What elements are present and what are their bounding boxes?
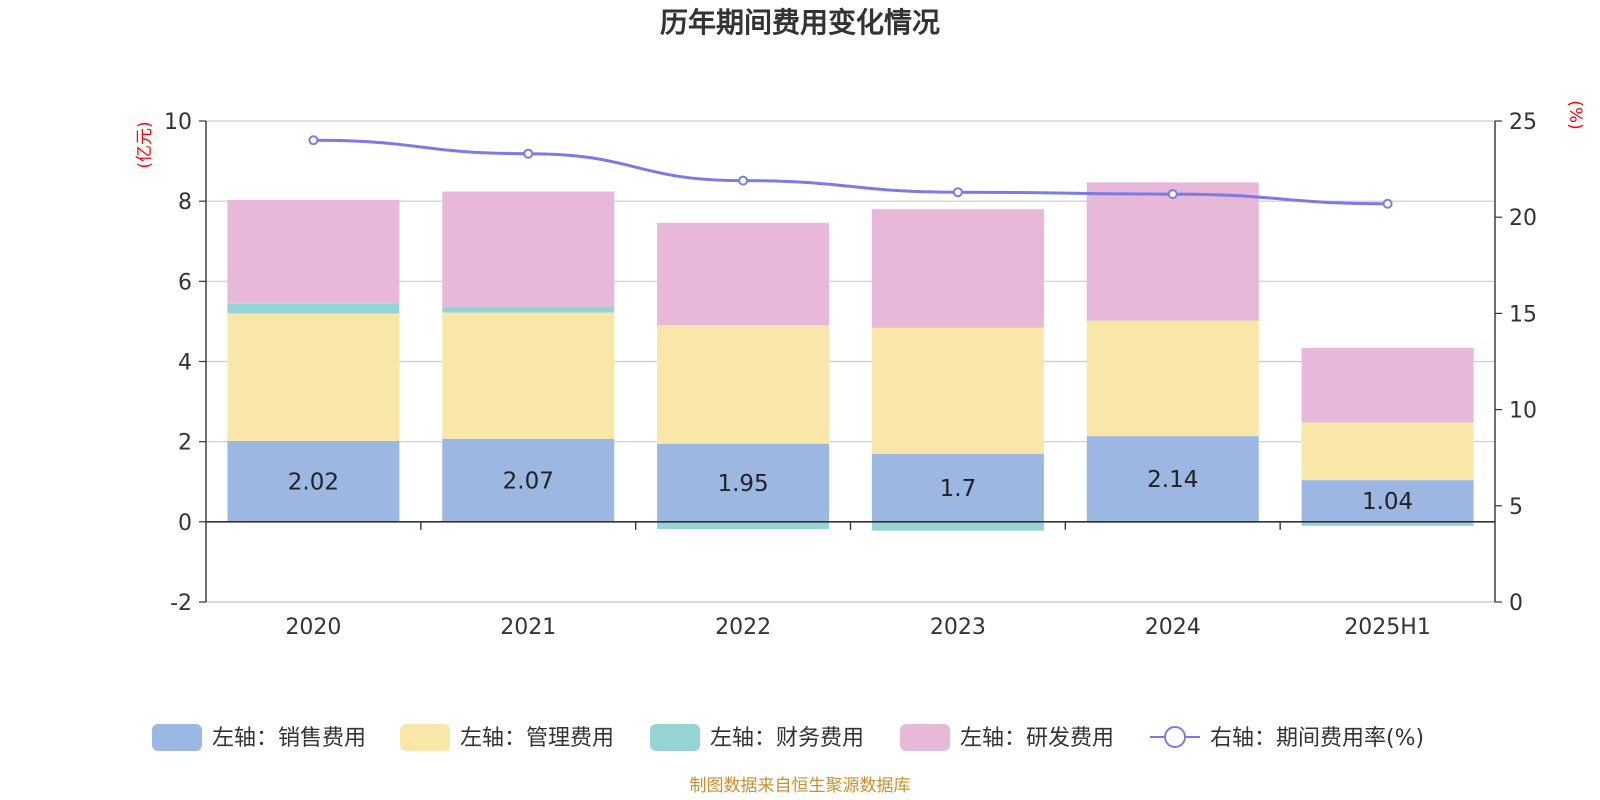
bar-segment (657, 443, 830, 522)
legend-item[interactable]: 左轴：销售费用 (152, 724, 366, 751)
rate-point (1167, 189, 1178, 200)
bar-segment (1301, 347, 1474, 423)
bar-segment (657, 325, 830, 444)
legend-swatch (650, 724, 700, 751)
legend-item[interactable]: 左轴：研发费用 (900, 724, 1114, 751)
bar-data-label: 2.14 (1147, 467, 1198, 493)
left-tick-label: 10 (164, 110, 192, 135)
rate-point (738, 175, 749, 186)
bar-segment (227, 313, 400, 441)
legend-item[interactable]: 左轴：财务费用 (650, 724, 864, 751)
rate-line-series (308, 135, 1393, 209)
rate-point (1382, 198, 1393, 209)
bar-segment (871, 453, 1044, 522)
bar-segment (1301, 480, 1474, 522)
bar-segment (227, 303, 400, 314)
legend-swatch (152, 724, 202, 751)
x-tick-label: 2021 (500, 615, 556, 640)
rate-point (523, 148, 534, 159)
bar-segment (657, 521, 830, 530)
bar-segment (1086, 320, 1259, 437)
legend-label: 左轴：研发费用 (960, 726, 1114, 751)
left-axis-unit: (亿元) (135, 121, 155, 168)
bar-stacks (227, 182, 1474, 531)
bar-segment (1301, 521, 1474, 526)
legend-swatch (900, 724, 950, 751)
bar-data-label: 1.04 (1362, 489, 1413, 515)
grid-lines (206, 120, 1495, 603)
bar-data-label: 1.7 (940, 476, 977, 502)
right-tick-label: 0 (1509, 591, 1523, 616)
x-tick-label: 2022 (715, 615, 771, 640)
bar-segment (657, 222, 830, 326)
bar-segment (871, 209, 1044, 328)
legend-circle-icon (1164, 726, 1186, 748)
legend-label: 左轴：销售费用 (212, 726, 366, 751)
data-labels: 2.02 2.07 1.95 1.7 2.14 1.04 (288, 467, 1413, 515)
legend-swatch (400, 724, 450, 751)
rate-line (313, 138, 1388, 206)
bar-segment (442, 438, 615, 522)
chart-title: 历年期间费用变化情况 (660, 6, 940, 39)
bar-segment (442, 306, 615, 313)
left-tick-label: 0 (178, 511, 192, 536)
legend-item[interactable]: 右轴：期间费用率(%) (1150, 726, 1424, 751)
bar-segment (227, 440, 400, 522)
source-note: 制图数据来自恒生聚源数据库 (690, 776, 911, 796)
rate-point (952, 187, 963, 198)
left-tick-label: 4 (178, 351, 192, 376)
bar-data-label: 2.07 (503, 468, 554, 494)
bar-segment (442, 191, 615, 307)
x-tick-label: 2023 (930, 615, 986, 640)
right-tick-label: 20 (1509, 206, 1537, 231)
right-tick-label: 25 (1509, 110, 1537, 135)
legend-item[interactable]: 左轴：管理费用 (400, 724, 614, 751)
legend-label: 左轴：管理费用 (460, 726, 614, 751)
bar-data-label: 1.95 (717, 471, 768, 497)
bar-segment (1086, 182, 1259, 321)
bar-segment (871, 521, 1044, 531)
right-axis-unit: (%) (1565, 100, 1585, 129)
bar-segment (871, 327, 1044, 454)
bar-segment (1086, 436, 1259, 522)
axes: -2 0 2 4 6 8 10 0 5 10 15 20 25 2020 2021 2022 2023 2024 2… (164, 110, 1537, 640)
left-tick-label: 6 (178, 270, 192, 295)
legend-label: 左轴：财务费用 (710, 726, 864, 751)
bar-segment (442, 312, 615, 439)
x-tick-label: 2020 (285, 615, 341, 640)
x-tick-label: 2024 (1145, 615, 1201, 640)
bar-data-label: 2.02 (288, 469, 339, 495)
legend-label: 右轴：期间费用率(%) (1210, 726, 1424, 751)
right-tick-label: 10 (1509, 399, 1537, 424)
bar-segment (1301, 422, 1474, 481)
right-tick-label: 15 (1509, 302, 1537, 327)
bar-segment (227, 199, 400, 304)
left-tick-label: 8 (178, 190, 192, 215)
legend: 左轴：销售费用 左轴：管理费用 左轴：财务费用 左轴：研发费用 右轴：期间费用率(%) (152, 724, 1424, 751)
left-tick-label: -2 (170, 591, 192, 616)
x-tick-label: 2025H1 (1344, 615, 1431, 640)
left-tick-label: 2 (178, 431, 192, 456)
rate-point (308, 135, 319, 146)
right-tick-label: 5 (1509, 495, 1523, 520)
